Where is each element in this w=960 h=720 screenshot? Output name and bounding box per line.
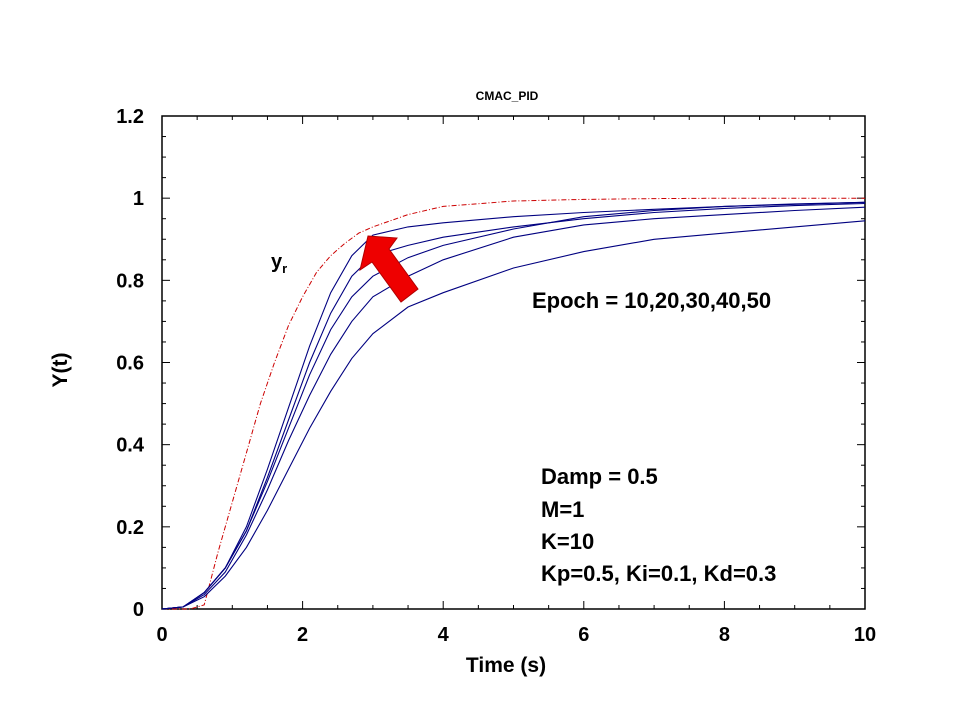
x-tick-label: 8 [719,624,730,646]
x-tick-label: 2 [297,624,308,646]
x-tick-label: 10 [854,624,876,646]
y-tick-label: 0.4 [116,435,145,457]
chart-title: CMAC_PID [476,89,539,103]
x-tick-label: 4 [438,624,450,646]
axis-ticks [162,116,865,609]
y-tick-label: 0.2 [116,517,144,539]
series-line-2 [162,204,865,610]
y-tick-label: 1 [133,188,144,210]
y-axis-label: Y(t) [49,353,72,388]
x-tick-label: 0 [156,624,167,646]
series-line-5 [162,221,865,609]
damp-annotation: Damp = 0.5 [541,464,658,489]
spring-annotation: K=10 [541,529,594,554]
pid-gains-annotation: Kp=0.5, Ki=0.1, Kd=0.3 [541,561,776,586]
reference-line [162,198,865,609]
red-arrow-icon [360,236,418,302]
y-tick-label: 0.8 [116,270,144,292]
epoch-annotation: Epoch = 10,20,30,40,50 [532,288,771,313]
plot-frame [162,116,865,609]
y-tick-label: 0.6 [116,353,144,375]
reference-line-group [162,198,865,609]
series-lines-group [162,202,865,609]
y-tick-label: 0 [133,599,144,621]
series-line-3 [162,202,865,609]
reference-label-sub: r [282,261,287,276]
reference-label: yr [271,251,287,276]
x-tick-label: 6 [578,624,589,646]
mass-annotation: M=1 [541,497,584,522]
y-tick-label: 1.2 [116,106,144,128]
series-line-1 [162,202,865,609]
x-axis-label: Time (s) [466,654,546,677]
